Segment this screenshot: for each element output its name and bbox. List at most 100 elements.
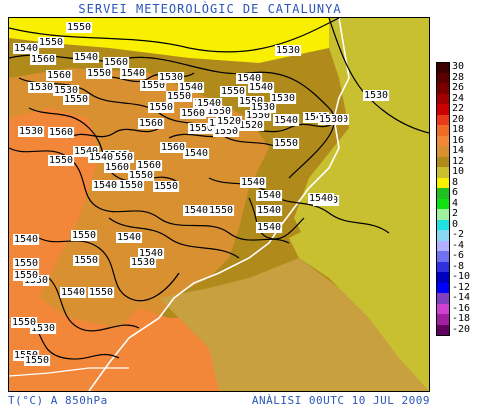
legend-swatch (436, 167, 450, 178)
contour-label: 1550 (74, 255, 98, 266)
contour-label: 1530 (31, 323, 55, 334)
contour-label-bg (130, 257, 157, 268)
contour-label: 1550 (49, 155, 73, 166)
contour-label: 1550 (239, 96, 263, 107)
contour-label: 1530 (159, 72, 183, 83)
region-12-14-south (159, 258, 429, 391)
legend-row: 8 (436, 177, 484, 188)
legend-label: 22 (452, 103, 465, 114)
contour-label: 1540 (117, 232, 141, 243)
contour-label-bg (180, 108, 207, 119)
contour-label: 1550 (64, 94, 88, 105)
contour-label: 1550 (14, 258, 38, 269)
contour-label-bg (53, 85, 80, 96)
contour-label-bg (158, 72, 185, 83)
legend-swatch (436, 324, 450, 336)
legend-row: 20 (436, 114, 484, 125)
legend-row: -12 (436, 282, 484, 293)
contour-label: 1540 (139, 248, 163, 259)
contour-label-bg (196, 98, 223, 109)
contour-label-bg (140, 80, 167, 91)
contour-label-bg (308, 193, 335, 204)
contour-label: 1540 (197, 98, 221, 109)
contour-label-bg (13, 258, 40, 269)
legend-row: 28 (436, 71, 484, 83)
legend-swatch (436, 198, 450, 209)
contour-label: 1540 (89, 152, 113, 163)
contour-label-bg (118, 180, 145, 191)
legend-row: -14 (436, 292, 484, 304)
contour-label-bg (63, 94, 90, 105)
legend-row: -16 (436, 303, 484, 314)
contour-label-bg (48, 155, 75, 166)
legend-row: 10 (436, 166, 484, 178)
contour-label: 1540 (241, 177, 265, 188)
contour-label: 1540 (257, 190, 281, 201)
legend-row: 2 (436, 208, 484, 220)
contour-label-bg (116, 232, 143, 243)
legend-swatch (436, 219, 450, 230)
contour-label-bg (13, 234, 40, 245)
contour-label: 1550 (149, 102, 173, 113)
contour-label: 1540 (184, 205, 208, 216)
legend-swatch (436, 72, 450, 83)
legend-swatch (436, 272, 450, 283)
legend-label: 28 (452, 71, 465, 83)
legend-row: -4 (436, 240, 484, 251)
legend-label: -14 (452, 292, 471, 303)
legend-row: 12 (436, 156, 484, 167)
legend-label: -2 (452, 229, 465, 240)
legend-row: 6 (436, 187, 484, 199)
contour-label: 1540 (14, 43, 38, 54)
contour-label-bg (256, 190, 283, 201)
contour-label-bg (46, 70, 73, 81)
legend-swatch (436, 62, 450, 74)
legend-row: -8 (436, 261, 484, 272)
contour-label-bg (178, 82, 205, 93)
contour-label-bg (73, 255, 100, 266)
contour-label: 1540 (179, 82, 203, 93)
contour-label-bg (160, 142, 187, 153)
legend-swatch (436, 230, 450, 241)
contour-label: 1560 (181, 108, 205, 119)
contour-label-bg (88, 287, 115, 298)
legend-swatch (436, 104, 450, 115)
legend-row: 30 (436, 61, 484, 74)
legend-row: -20 (436, 324, 484, 336)
page-title: SERVEI METEOROLÒGIC DE CATALUNYA (78, 2, 342, 16)
contour-label: 1550 (167, 91, 191, 102)
contour-label: 1560 (105, 162, 129, 173)
legend-label: -10 (452, 271, 471, 282)
contour-label-bg (273, 138, 300, 149)
contour-label-bg (248, 82, 275, 93)
legend-label: 30 (452, 61, 465, 72)
contour-label: 1550 (209, 205, 233, 216)
contour-label: 1520 (239, 120, 263, 131)
legend-swatch (436, 251, 450, 262)
contour-label: 1550 (72, 230, 96, 241)
contour-label-bg (275, 45, 302, 56)
contour-label: 1560 (137, 160, 161, 171)
contour-label: 1530 (276, 45, 300, 56)
contour-label: 1540 (121, 68, 145, 79)
contour-label: 1530 (251, 102, 275, 113)
contour-label-bg (188, 123, 215, 134)
contour-label: 1540 (184, 148, 208, 159)
contour-label: 1550 (214, 126, 238, 137)
contour-label: 1560 (139, 118, 163, 129)
contour-label-bg (256, 222, 283, 233)
contour-label: 1550 (25, 355, 49, 366)
legend-swatch (436, 282, 450, 293)
legend-label: -6 (452, 250, 465, 261)
contour-label: 1560 (161, 142, 185, 153)
contour-label: 1550 (221, 86, 245, 97)
contour-label-bg (318, 114, 345, 125)
contour-label-bg (73, 146, 100, 157)
contour-label-bg (71, 230, 98, 241)
contour-label: 1540 (237, 73, 261, 84)
contour-label-bg (166, 91, 193, 102)
legend-swatch (436, 303, 450, 314)
legend-swatch (436, 93, 450, 104)
legend-label: 16 (452, 134, 465, 146)
contour-label-bg (11, 317, 38, 328)
